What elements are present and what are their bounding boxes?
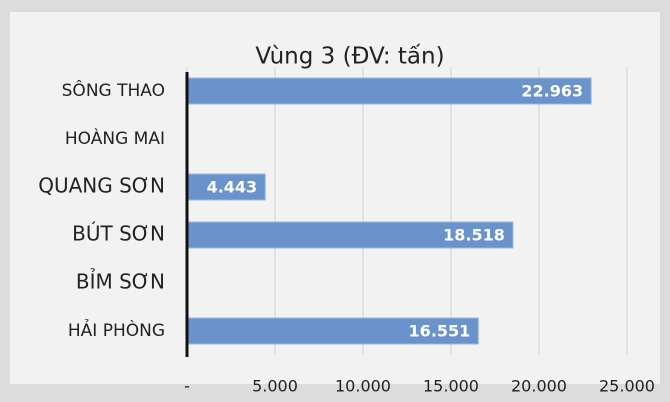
y-tick-label: BÚT SƠN <box>72 222 165 246</box>
y-tick-label: HOÀNG MAI <box>65 127 165 149</box>
bar <box>186 77 592 105</box>
y-tick-label: SÔNG THAO <box>62 79 165 101</box>
data-label: 18.518 <box>443 226 505 245</box>
x-tick-label: - <box>184 377 190 396</box>
x-tick-label: 20.000 <box>511 377 567 396</box>
y-tick-label: BỈM SƠN <box>76 269 165 294</box>
y-tick-label: QUANG SƠN <box>38 174 165 198</box>
data-label: 4.443 <box>207 178 258 197</box>
x-tick-label: 15.000 <box>423 377 479 396</box>
bar <box>186 221 514 249</box>
chart-title: Vùng 3 (ĐV: tấn) <box>255 44 444 70</box>
data-label: 22.963 <box>521 82 583 101</box>
bar <box>186 173 266 201</box>
x-tick-label: 10.000 <box>335 377 391 396</box>
data-label: 16.551 <box>409 322 471 341</box>
bar <box>186 317 479 345</box>
y-tick-label: HẢI PHÒNG <box>68 318 165 341</box>
x-tick-label: 25.000 <box>599 377 655 396</box>
x-tick-label: 5.000 <box>252 377 298 396</box>
